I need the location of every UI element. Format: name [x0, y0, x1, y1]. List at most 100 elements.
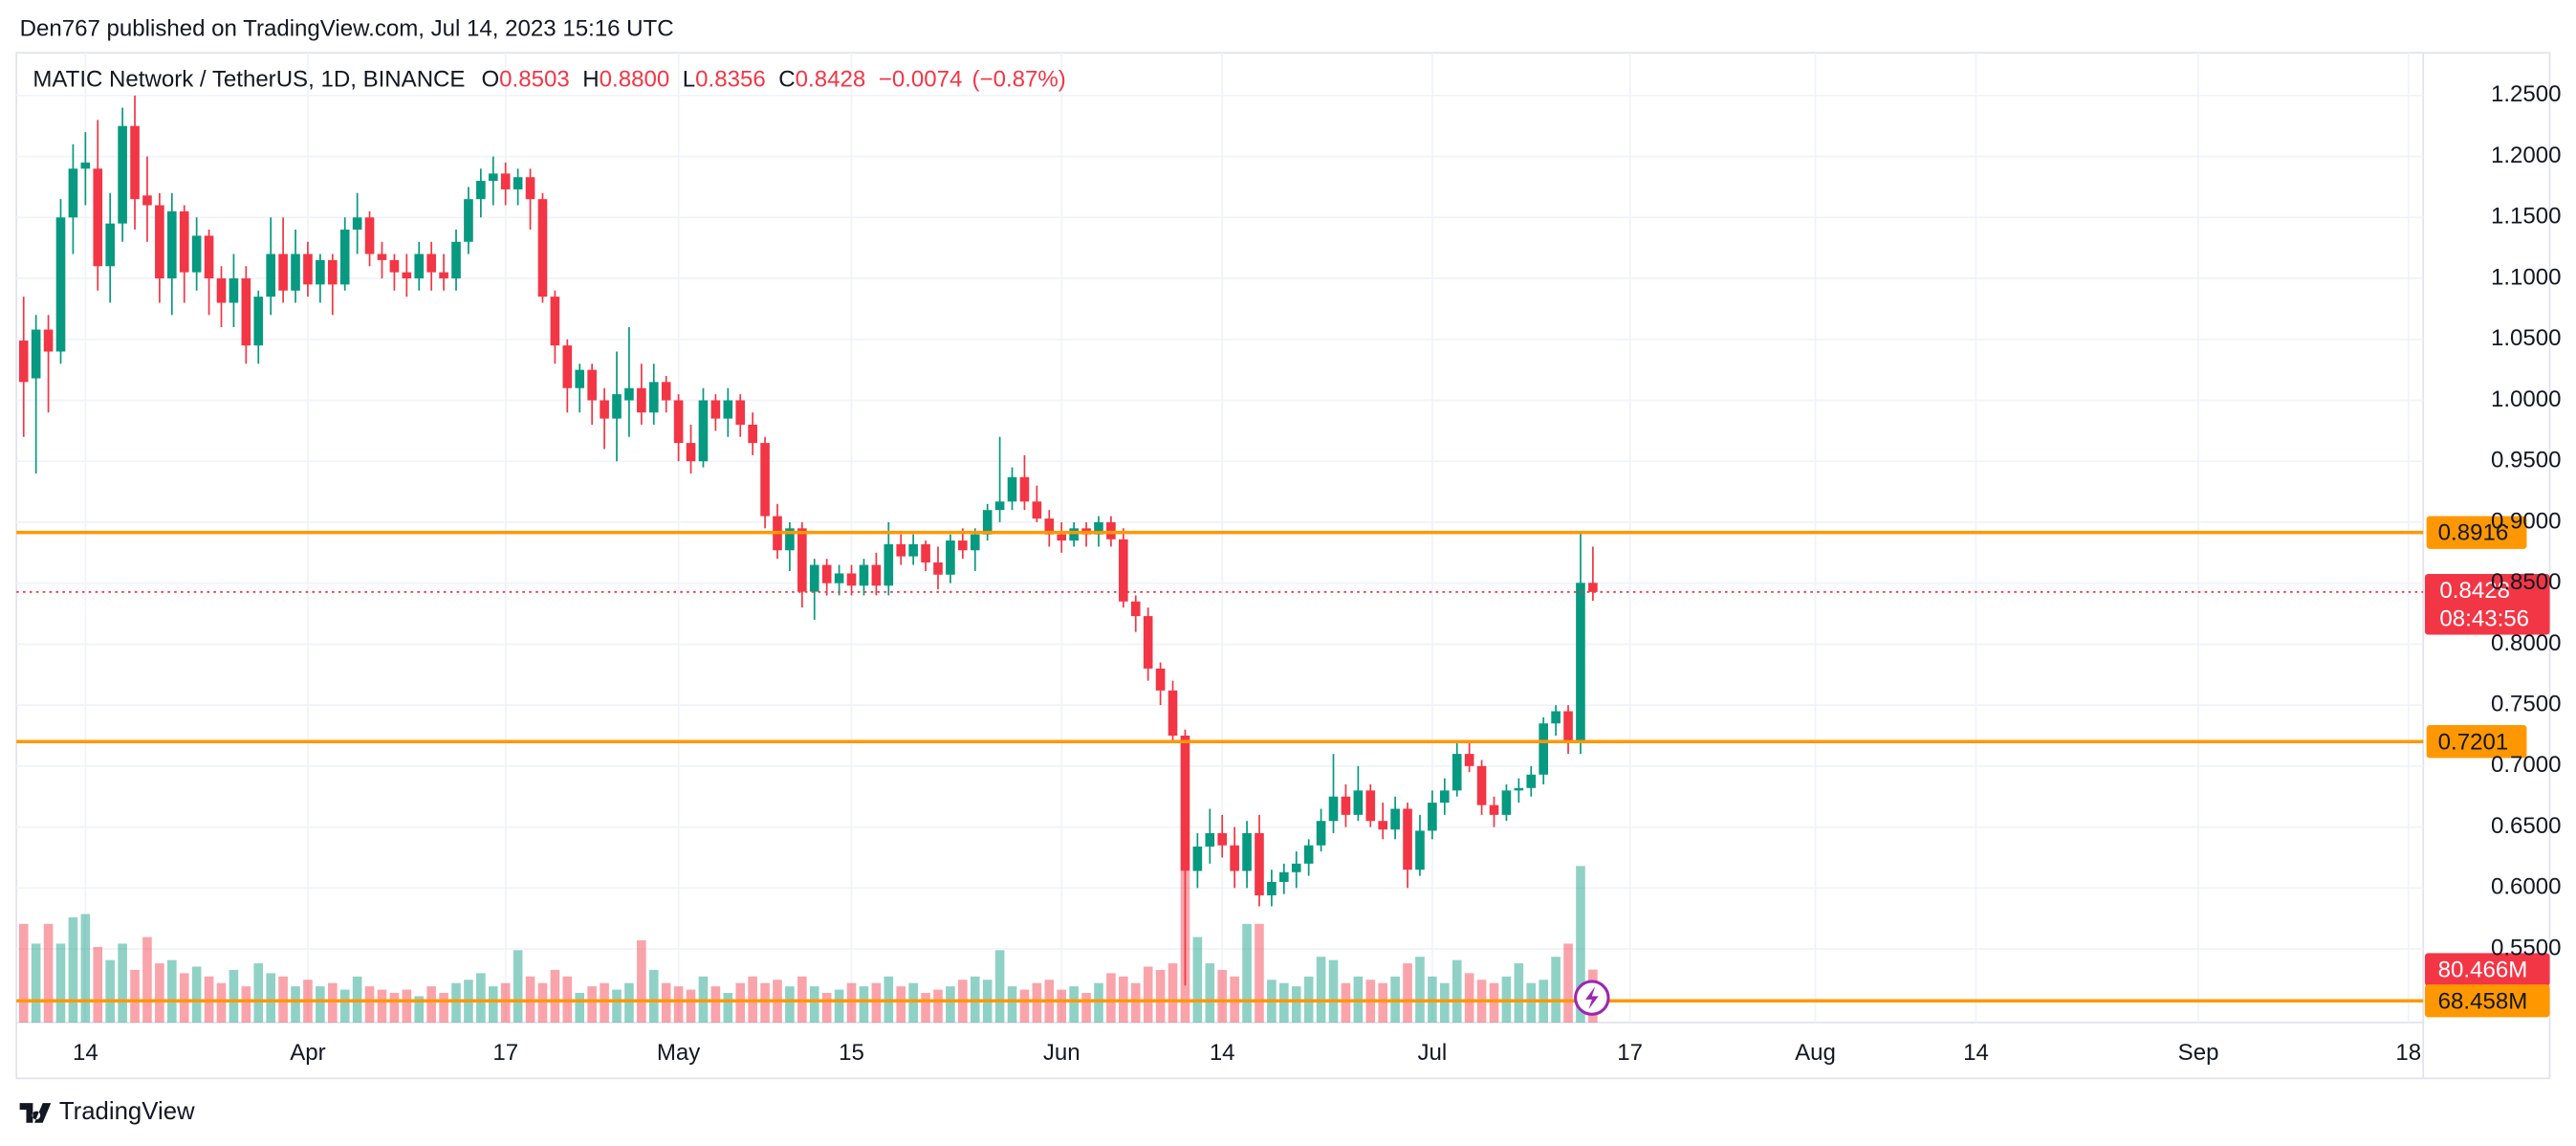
candle-body [327, 259, 338, 285]
volume-bar [1192, 937, 1203, 1023]
volume-bar [1415, 957, 1425, 1023]
volume-bar [1452, 959, 1462, 1023]
volume-bar [229, 969, 239, 1023]
candle-body [821, 564, 832, 584]
volume-bar [871, 982, 882, 1023]
candle-body [451, 241, 461, 279]
y-tick-label: 0.6500 [2491, 813, 2562, 839]
candle-body [166, 210, 177, 279]
update-icon [1574, 980, 1610, 1016]
candle-body [1390, 808, 1400, 830]
candle-body [43, 329, 54, 352]
candle-body [575, 369, 585, 388]
candle-body [339, 230, 350, 285]
volume-label-box [2424, 953, 2550, 986]
y-tick-label: 0.7500 [2491, 691, 2562, 716]
candle-body [1032, 501, 1042, 519]
candle-body [18, 341, 29, 383]
candle-body [1464, 754, 1474, 766]
volume-bar [476, 973, 486, 1023]
symbol: MATIC Network / TetherUS, 1D, BINANCE [33, 67, 465, 93]
volume-bar [673, 986, 684, 1023]
candle-body [439, 272, 448, 279]
candle-body [142, 195, 152, 206]
candle-body [1341, 796, 1351, 815]
volume-bar [1106, 973, 1116, 1023]
candle-body [155, 205, 164, 279]
candle-body [735, 400, 746, 425]
volume-bar [1155, 969, 1166, 1023]
candle-body [1439, 790, 1450, 804]
volume-bar [364, 986, 375, 1023]
volume-bar [1576, 866, 1585, 1023]
volume-bar [253, 963, 264, 1023]
volume-bar [43, 923, 54, 1023]
volume-layer [18, 866, 1598, 1023]
legend-key: C [778, 67, 795, 93]
volume-bar [80, 914, 91, 1023]
candle-body [1428, 803, 1437, 831]
volume-bar [933, 989, 943, 1023]
y-tick-label: 0.8500 [2491, 569, 2562, 595]
volume-bar [216, 982, 227, 1023]
y-tick-label: 0.7000 [2491, 752, 2562, 778]
volume-bar [550, 969, 560, 1023]
volume-bar [1551, 957, 1561, 1023]
volume-bar [414, 996, 425, 1023]
volume-bar [513, 950, 523, 1023]
volume-bar [1316, 957, 1326, 1023]
candle-body [130, 125, 140, 200]
volume-bar [661, 982, 671, 1023]
x-tick-label: 15 [839, 1040, 864, 1066]
candle-body [896, 543, 906, 557]
candle-body [1019, 476, 1030, 502]
volume-bar [377, 989, 387, 1023]
volume-label: 68.458M [2438, 988, 2528, 1014]
candle-body [1489, 804, 1499, 815]
candle-body [204, 235, 214, 279]
candle-body [1230, 845, 1239, 871]
volume-bar [1057, 989, 1067, 1023]
volume-bar [1291, 986, 1301, 1023]
candle-body [1476, 765, 1487, 805]
volume-bar [266, 973, 275, 1023]
candle-body [1526, 774, 1537, 788]
volume-bar [809, 986, 819, 1023]
y-tick-label: 1.2000 [2491, 143, 2562, 168]
candle-body [946, 540, 955, 575]
y-tick-label: 0.8000 [2491, 630, 2562, 656]
candle-body [266, 253, 275, 298]
volume-bar [291, 986, 300, 1023]
candle-body [785, 528, 795, 551]
candle-body [648, 382, 659, 413]
candle-body [587, 369, 597, 401]
candle-body [673, 400, 684, 444]
volume-bar [1130, 982, 1141, 1023]
candle-body [118, 125, 127, 224]
x-tick-label: 17 [1617, 1040, 1643, 1066]
x-tick-label: 17 [492, 1040, 518, 1066]
candle-body [970, 534, 980, 551]
x-tick-label: 14 [73, 1040, 98, 1066]
volume-bar [1081, 992, 1091, 1023]
volume-bar [624, 982, 634, 1023]
candle-body [1106, 521, 1116, 540]
candle-body [464, 199, 473, 242]
last-price-label: 0.8428 [2439, 578, 2510, 604]
volume-bar [723, 992, 733, 1023]
candle-body [1378, 821, 1388, 830]
candle-body [550, 297, 560, 346]
candle-body [1316, 821, 1326, 846]
candle-body [1328, 796, 1339, 822]
candle-body [1155, 668, 1166, 691]
volume-bar [389, 992, 400, 1023]
candle-body [1057, 534, 1067, 541]
candle-body [525, 177, 535, 200]
volume-bar [241, 986, 251, 1023]
volume-bar [1019, 989, 1030, 1023]
volume-bar [130, 969, 140, 1023]
volume-bar [105, 959, 115, 1023]
candle-body [476, 181, 486, 200]
volume-bar [179, 973, 189, 1023]
